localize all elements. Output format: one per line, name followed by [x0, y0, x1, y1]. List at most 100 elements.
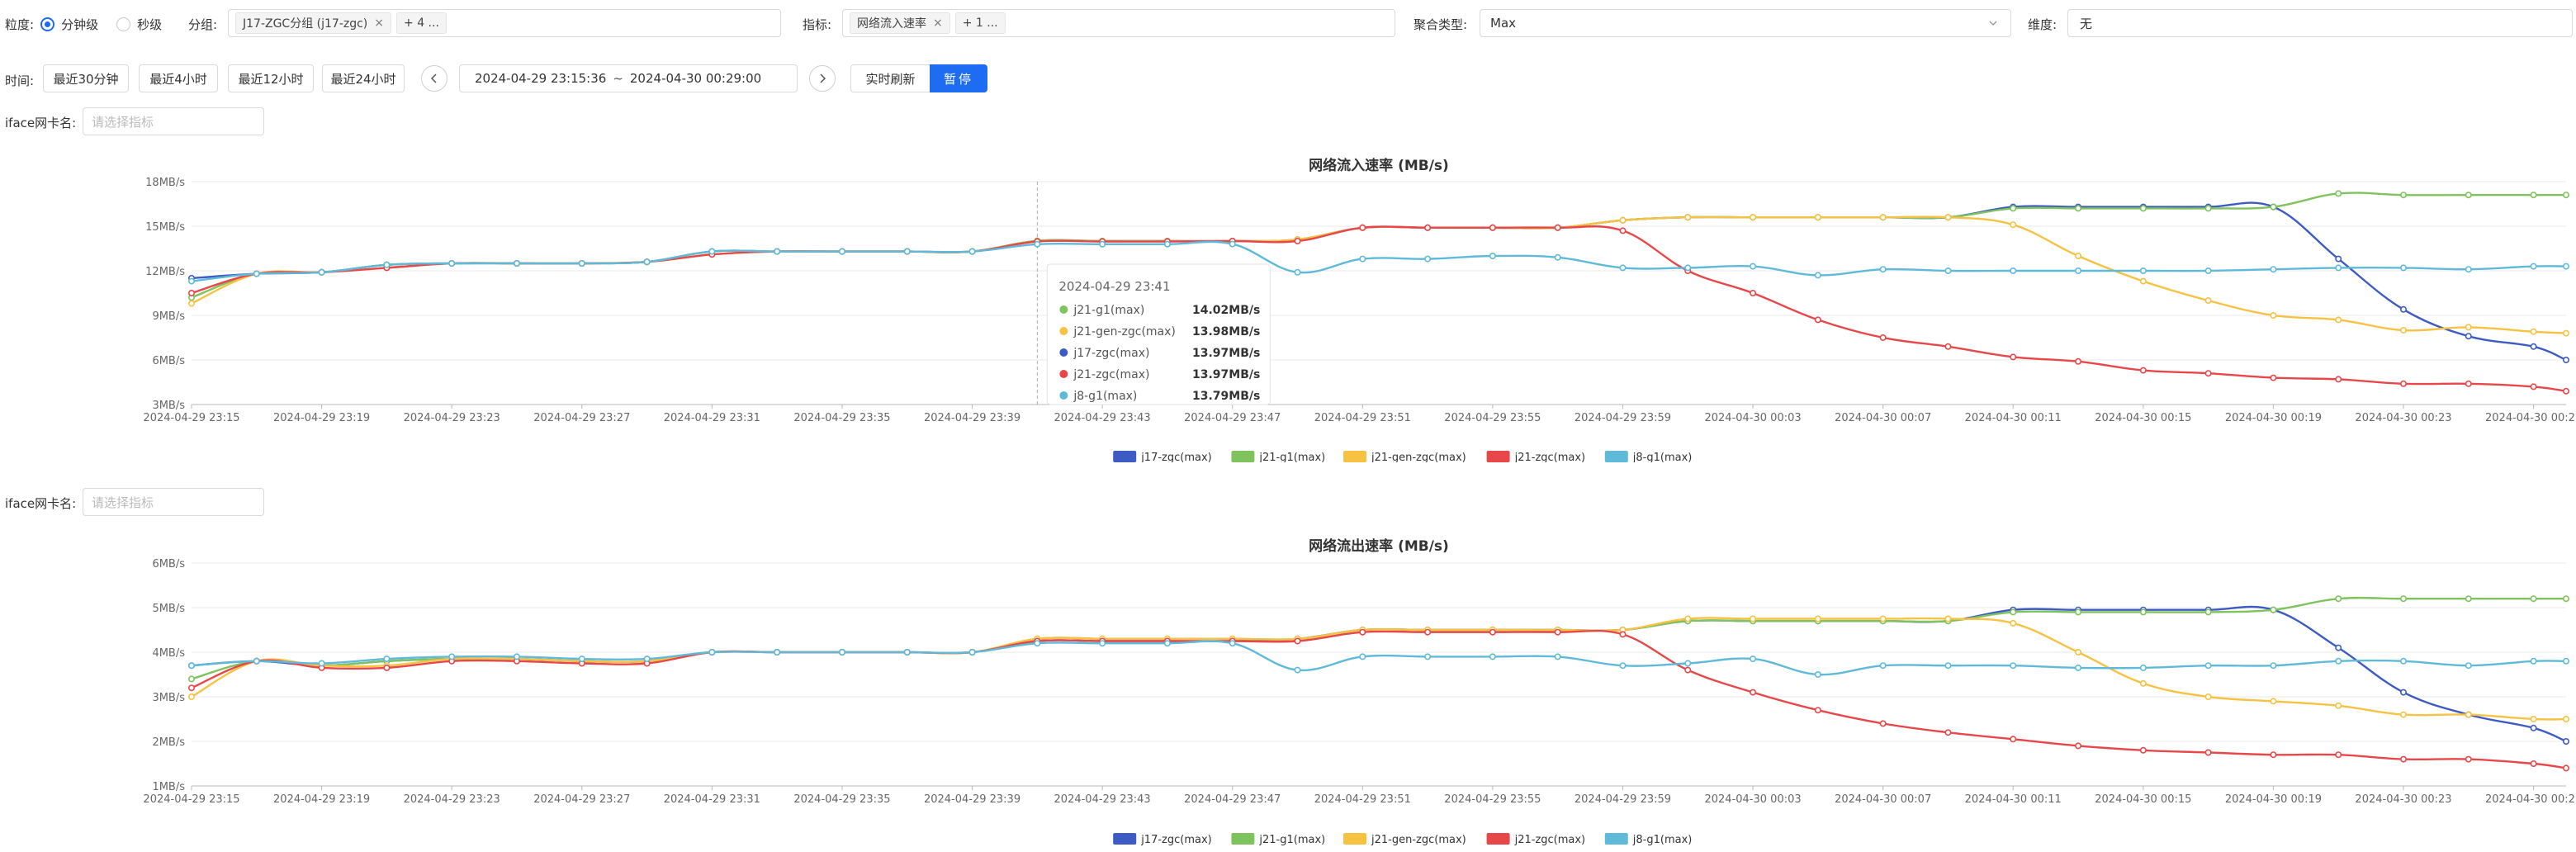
data-point[interactable] [1424, 224, 1432, 231]
data-point[interactable] [1879, 720, 1887, 727]
legend-item-j17-zgc-max[interactable]: j17-zgc(max) [1113, 833, 1212, 846]
data-point[interactable] [1489, 224, 1496, 231]
legend-item-j17-zgc-max[interactable]: j17-zgc(max) [1113, 451, 1212, 462]
data-point[interactable] [1489, 253, 1496, 260]
data-point[interactable] [2139, 664, 2147, 671]
data-point[interactable] [2335, 595, 2342, 603]
radio-minute-dot[interactable] [40, 17, 55, 31]
data-point[interactable] [2563, 192, 2570, 199]
quick-30min-button[interactable]: 最近30分钟 [43, 64, 129, 92]
data-point[interactable] [2204, 608, 2212, 616]
data-point[interactable] [1554, 224, 1561, 231]
quick-24h-button[interactable]: 最近24小时 [322, 64, 405, 92]
data-point[interactable] [708, 248, 716, 255]
data-point[interactable] [383, 656, 391, 663]
data-point[interactable] [1814, 214, 1821, 221]
quick-4h-button[interactable]: 最近4小时 [139, 64, 218, 92]
data-point[interactable] [253, 657, 260, 665]
data-point[interactable] [2563, 329, 2570, 337]
data-point[interactable] [1879, 662, 1887, 670]
data-point[interactable] [2010, 267, 2017, 275]
data-point[interactable] [2530, 328, 2537, 335]
data-point[interactable] [1163, 640, 1171, 647]
data-point[interactable] [2400, 689, 2408, 696]
data-point[interactable] [2530, 263, 2537, 270]
data-point[interactable] [2465, 380, 2472, 387]
radio-second[interactable]: 秒级 [116, 16, 162, 33]
data-point[interactable] [2400, 305, 2408, 313]
data-point[interactable] [2530, 192, 2537, 199]
data-point[interactable] [1684, 615, 1692, 622]
data-point[interactable] [1814, 316, 1821, 324]
data-point[interactable] [1684, 264, 1692, 272]
data-point[interactable] [2335, 190, 2342, 197]
next-range-button[interactable] [809, 65, 836, 92]
data-point[interactable] [188, 290, 196, 297]
data-point[interactable] [2204, 662, 2212, 670]
data-point[interactable] [1879, 214, 1887, 221]
data-point[interactable] [2465, 324, 2472, 331]
data-point[interactable] [1359, 255, 1366, 263]
data-point[interactable] [2335, 644, 2342, 651]
data-point[interactable] [2530, 724, 2537, 731]
data-point[interactable] [2075, 608, 2082, 616]
data-point[interactable] [2010, 353, 2017, 361]
data-point[interactable] [2335, 657, 2342, 665]
data-point[interactable] [2075, 357, 2082, 365]
data-point[interactable] [2075, 253, 2082, 260]
data-point[interactable] [1554, 628, 1561, 636]
data-point[interactable] [188, 675, 196, 683]
legend-item-j21-zgc-max[interactable]: j21-zgc(max) [1486, 833, 1586, 846]
data-point[interactable] [1879, 334, 1887, 342]
data-point[interactable] [2139, 367, 2147, 374]
data-point[interactable] [2563, 595, 2570, 603]
data-point[interactable] [448, 260, 456, 267]
realtime-refresh-button[interactable]: 实时刷新 [850, 64, 930, 92]
data-point[interactable] [2335, 751, 2342, 759]
date-range-picker[interactable]: 2024-04-29 23:15:36 ~ 2024-04-30 00:29:0… [459, 64, 798, 92]
data-point[interactable] [2400, 192, 2408, 199]
data-point[interactable] [1229, 240, 1236, 248]
data-point[interactable] [968, 649, 976, 656]
iface-select-2[interactable]: 请选择指标 [83, 488, 264, 516]
data-point[interactable] [2204, 749, 2212, 756]
data-point[interactable] [774, 649, 781, 656]
data-point[interactable] [1944, 267, 1952, 275]
legend-item-j21-g1-max[interactable]: j21-g1(max) [1231, 451, 1325, 462]
data-point[interactable] [708, 649, 716, 656]
data-point[interactable] [2563, 764, 2570, 772]
data-point[interactable] [1750, 214, 1757, 221]
data-point[interactable] [1814, 615, 1821, 622]
metric-tag-close-icon[interactable]: × [933, 17, 943, 30]
data-point[interactable] [2139, 205, 2147, 212]
data-point[interactable] [838, 649, 845, 656]
data-point[interactable] [1034, 240, 1041, 248]
data-point[interactable] [1424, 653, 1432, 660]
data-point[interactable] [1750, 290, 1757, 297]
data-point[interactable] [1424, 628, 1432, 636]
data-point[interactable] [188, 684, 196, 692]
data-point[interactable] [1750, 689, 1757, 696]
data-point[interactable] [2075, 742, 2082, 750]
data-point[interactable] [1814, 272, 1821, 279]
data-point[interactable] [1684, 666, 1692, 674]
data-point[interactable] [2139, 277, 2147, 285]
data-point[interactable] [1684, 214, 1692, 221]
data-point[interactable] [838, 248, 845, 255]
data-point[interactable] [2465, 192, 2472, 199]
iface-select-1[interactable]: 请选择指标 [83, 107, 264, 135]
data-point[interactable] [1814, 707, 1821, 714]
legend-item-j21-gen-zgc-max[interactable]: j21-gen-zgc(max) [1343, 451, 1466, 462]
data-point[interactable] [1489, 628, 1496, 636]
data-point[interactable] [2204, 205, 2212, 212]
data-point[interactable] [1554, 253, 1561, 261]
data-point[interactable] [2563, 387, 2570, 395]
data-point[interactable] [774, 248, 781, 255]
data-point[interactable] [318, 660, 325, 667]
data-point[interactable] [2139, 267, 2147, 275]
data-point[interactable] [2400, 755, 2408, 763]
quick-12h-button[interactable]: 最近12小时 [228, 64, 314, 92]
data-point[interactable] [1489, 653, 1496, 660]
data-point[interactable] [2563, 657, 2570, 665]
data-point[interactable] [2204, 297, 2212, 305]
